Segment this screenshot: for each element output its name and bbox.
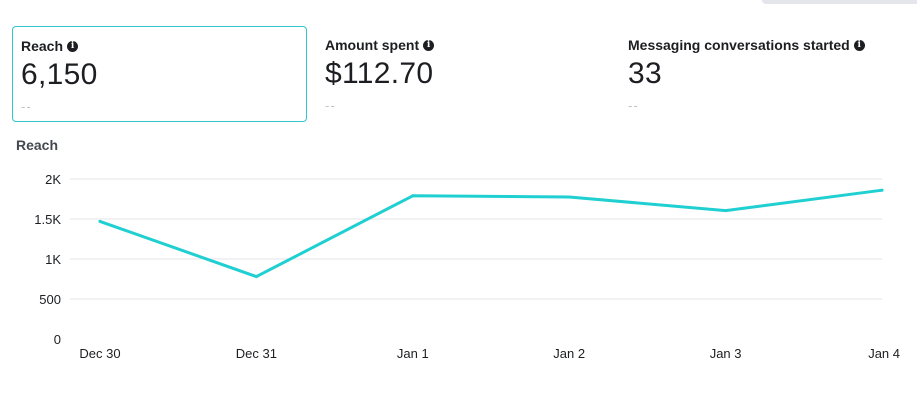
metric-title: Amount spent i (325, 36, 604, 54)
info-icon[interactable]: i (423, 39, 435, 51)
data-point (567, 195, 571, 199)
metric-change: -- (628, 98, 639, 113)
y-tick-label: 500 (39, 292, 61, 307)
y-tick-label: 1.5K (34, 212, 61, 227)
metric-change: -- (325, 98, 336, 113)
data-point (98, 219, 102, 223)
metric-change: -- (21, 99, 32, 114)
metric-title: Messaging conversations started i (628, 36, 902, 54)
x-tick-label: Jan 2 (553, 346, 585, 361)
metric-label: Reach (21, 38, 64, 54)
data-point (880, 188, 884, 192)
y-tick-label: 2K (45, 172, 61, 187)
x-tick-label: Dec 30 (79, 346, 120, 361)
metric-label: Amount spent (325, 37, 420, 53)
data-point (254, 275, 258, 279)
metric-value: 6,150 (21, 58, 98, 91)
top-toolbar-edge (762, 0, 917, 4)
data-point (411, 194, 415, 198)
info-icon[interactable]: i (853, 39, 865, 51)
metric-card-amount-spent[interactable]: Amount spent i $112.70 -- (317, 26, 612, 122)
y-tick-label: 1K (45, 252, 61, 267)
metric-card-reach[interactable]: Reach i 6,150 -- (12, 26, 307, 122)
metric-value: 33 (628, 57, 662, 90)
chart-title: Reach (16, 137, 59, 153)
x-tick-label: Jan 3 (710, 346, 742, 361)
metric-title: Reach i (21, 37, 298, 55)
data-point (724, 209, 728, 213)
info-icon[interactable]: i (67, 40, 79, 52)
x-tick-label: Dec 31 (236, 346, 277, 361)
metric-card-messaging-conversations[interactable]: Messaging conversations started i 33 -- (620, 26, 910, 122)
y-tick-label: 0 (54, 332, 61, 347)
metric-label: Messaging conversations started (628, 37, 850, 53)
x-tick-label: Jan 4 (868, 346, 900, 361)
metric-value: $112.70 (325, 57, 434, 90)
x-tick-label: Jan 1 (397, 346, 429, 361)
series-line-reach (98, 188, 884, 279)
